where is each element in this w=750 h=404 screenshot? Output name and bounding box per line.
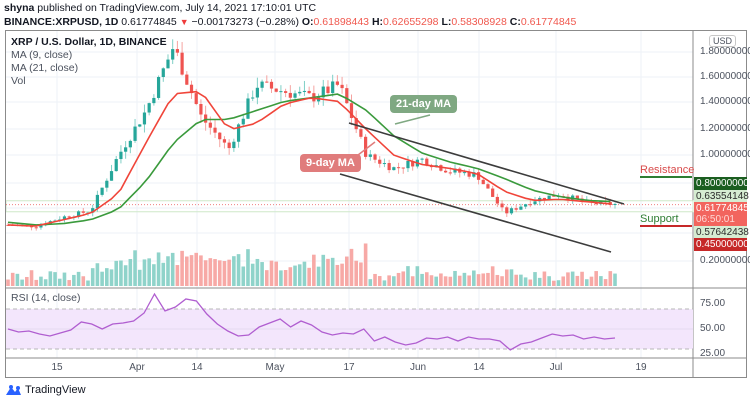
- close-value: 0.61774845: [520, 16, 577, 28]
- ma21-callout[interactable]: 21-day MA: [390, 95, 458, 113]
- low-label: L:: [441, 16, 452, 28]
- legend-title: XRP / U.S. Dollar, 1D, BINANCE: [11, 36, 167, 48]
- resistance-price-tag: 0.80000000: [694, 177, 749, 190]
- rsi-tick-label: 50.00: [700, 323, 726, 334]
- time-tick-label: 15: [51, 362, 63, 373]
- price-tick-label: 1.00000000: [700, 149, 750, 160]
- footer-brand: TradingView: [25, 384, 86, 396]
- price-tick-label: 1.80000000: [700, 46, 750, 57]
- time-tick-label: 17: [343, 362, 355, 373]
- publish-info: shyna published on TradingView.com, July…: [4, 2, 316, 14]
- ma21-price-tag: 0.63554148: [694, 190, 749, 203]
- support-annotation[interactable]: Support: [640, 213, 692, 227]
- time-tick-label: 19: [635, 362, 647, 373]
- bar-countdown: 06:50:01: [696, 214, 735, 225]
- legend-ma21[interactable]: MA (21, close): [11, 62, 79, 74]
- support-price-tag: 0.45000000: [694, 238, 749, 251]
- last-price-tag-value: 0.61774845: [696, 203, 749, 214]
- price-tick-label: 1.60000000: [700, 71, 750, 82]
- down-arrow-icon: ▼: [179, 17, 189, 27]
- open-label: O:: [301, 16, 314, 28]
- price-change: −0.00173273 (−0.28%): [191, 16, 299, 28]
- ma9-callout[interactable]: 9-day MA: [300, 154, 361, 172]
- low-value: 0.58308928: [451, 16, 507, 28]
- time-tick-label: 14: [191, 362, 203, 373]
- price-tick-label: 1.40000000: [700, 96, 750, 107]
- last-price: 0.61774845: [121, 16, 177, 28]
- tradingview-logo[interactable]: TradingView: [4, 384, 86, 396]
- close-label: C:: [509, 16, 521, 28]
- time-tick-label: Apr: [129, 362, 145, 373]
- last-price-tag: 0.61774845 06:50:01: [694, 202, 749, 226]
- symbol: BINANCE:XRPUSD, 1D: [4, 16, 119, 28]
- time-tick-label: Jun: [409, 362, 427, 373]
- currency-badge[interactable]: USD: [709, 35, 737, 47]
- high-value: 0.62655298: [383, 16, 439, 28]
- symbol-info-bar: BINANCE:XRPUSD, 1D 0.61774845 ▼ −0.00173…: [4, 16, 576, 28]
- chart-legend: XRP / U.S. Dollar, 1D, BINANCE MA (9, cl…: [11, 36, 167, 88]
- time-tick-label: May: [265, 362, 285, 373]
- rsi-legend[interactable]: RSI (14, close): [11, 292, 81, 304]
- published-text: published on TradingView.com, July 14, 2…: [37, 2, 317, 14]
- time-tick-label: 14: [473, 362, 485, 373]
- rsi-tick-label: 75.00: [700, 298, 726, 309]
- price-tick-label: 1.20000000: [700, 123, 750, 134]
- high-label: H:: [371, 16, 384, 28]
- legend-ma9[interactable]: MA (9, close): [11, 49, 73, 61]
- rsi-tick-label: 25.00: [700, 348, 726, 359]
- author: shyna: [4, 2, 35, 14]
- legend-vol[interactable]: Vol: [11, 75, 26, 87]
- price-tick-label: 0.20000000: [700, 255, 750, 266]
- ma9-price-tag: 0.57642438: [694, 226, 749, 239]
- time-tick-label: Jul: [549, 362, 563, 373]
- open-value: 0.61898443: [313, 16, 370, 28]
- tradingview-cloud-icon: [6, 385, 21, 395]
- resistance-annotation[interactable]: Resistance: [640, 164, 695, 178]
